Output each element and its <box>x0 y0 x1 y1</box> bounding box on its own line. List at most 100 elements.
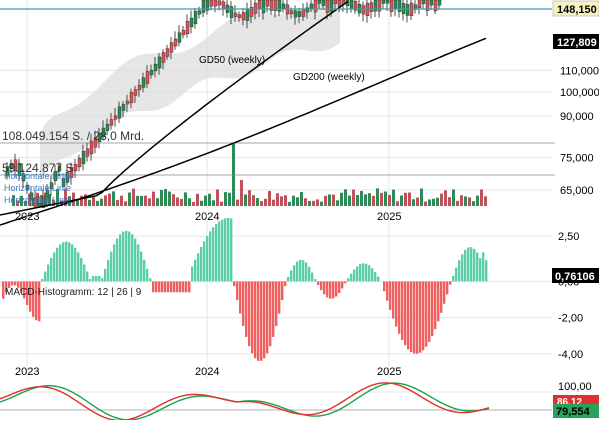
ma-price-badge-bg <box>553 34 599 49</box>
volume-bar <box>80 195 83 206</box>
volume-bar <box>296 197 299 206</box>
price-candle <box>321 0 326 6</box>
macd-histogram-bar <box>452 275 455 282</box>
price-candle <box>309 3 314 10</box>
volume-bar <box>144 195 147 206</box>
macd-histogram-bar <box>128 231 131 282</box>
macd-histogram-bar <box>50 257 53 282</box>
volume-bar <box>64 188 67 206</box>
macd-histogram-bar <box>392 281 395 319</box>
macd-histogram-bar <box>410 281 413 353</box>
price-candle <box>221 1 226 10</box>
macd-histogram-bar <box>242 281 245 326</box>
macd-histogram-bar <box>479 258 482 282</box>
macd-histogram-bar <box>269 281 272 347</box>
macd-histogram-bar <box>353 269 356 282</box>
macd-histogram-bar <box>212 227 215 282</box>
price-candle <box>257 0 262 10</box>
volume-bar <box>48 194 51 206</box>
volume-bar <box>312 200 315 206</box>
macd-histogram-bar <box>14 281 17 286</box>
macd-histogram-bar <box>449 281 452 285</box>
price-candle <box>145 71 150 84</box>
volume-bar <box>12 195 15 206</box>
volume-bar <box>468 197 471 206</box>
price-candle <box>53 171 58 181</box>
macd-histogram-bar <box>464 249 467 282</box>
macd-histogram-bar <box>254 281 257 359</box>
macd-histogram-bar <box>413 281 416 354</box>
macd-histogram-bar <box>227 218 230 282</box>
macd-histogram-bar <box>209 231 212 282</box>
macd-histogram-bar <box>245 281 248 337</box>
volume-bar <box>244 194 247 206</box>
volume-annotation-low: 59.124.877 S. <box>2 161 77 175</box>
macd-histogram-bar <box>344 281 347 284</box>
macd-histogram-bar <box>98 275 101 282</box>
macd-histogram-bar <box>323 281 326 295</box>
price-tick-label: 100,000 <box>560 87 599 99</box>
price-candle <box>49 182 54 189</box>
volume-bar <box>332 194 335 206</box>
price-candle <box>385 0 390 4</box>
macd-histogram-bar <box>68 242 71 282</box>
macd-histogram-bar <box>8 281 11 288</box>
volume-bar <box>88 199 91 206</box>
macd-year-label: 2025 <box>377 366 401 378</box>
macd-histogram-bar <box>350 273 353 282</box>
macd-histogram-bar <box>116 238 119 282</box>
price-candle <box>433 0 438 12</box>
volume-bar <box>188 198 191 206</box>
price-candle <box>333 0 338 4</box>
price-candle <box>301 8 306 17</box>
volume-bar <box>204 195 207 206</box>
price-candle <box>69 167 74 178</box>
volume-bar <box>412 199 415 206</box>
macd-histogram-bar <box>335 281 338 297</box>
volume-bar <box>56 188 59 206</box>
price-candle <box>325 0 330 13</box>
volume-bar <box>292 195 295 206</box>
macd-histogram-bar <box>59 244 62 282</box>
macd-histogram-bar <box>260 281 263 361</box>
price-candle <box>369 2 374 12</box>
volume-bar <box>152 191 155 206</box>
price-candle <box>89 140 94 155</box>
macd-histogram-bar <box>305 262 308 282</box>
volume-bar <box>400 195 403 206</box>
price-candle <box>5 166 10 177</box>
volume-bar <box>132 188 135 206</box>
horizontal-line-label: Horizontale Linie <box>4 195 71 205</box>
price-candle <box>381 0 386 4</box>
macd-histogram-bar <box>44 271 47 282</box>
macd-histogram-bar <box>20 281 23 293</box>
price-candle <box>297 11 302 17</box>
macd-histogram-bar <box>263 281 266 359</box>
volume-bar <box>484 196 487 206</box>
price-candle <box>173 38 178 47</box>
volume-bar <box>240 180 243 206</box>
price-candle <box>137 84 142 91</box>
price-candle <box>329 0 334 12</box>
volume-bar <box>192 201 195 206</box>
macd-histogram-bar <box>146 268 149 282</box>
macd-histogram-bar <box>422 281 425 351</box>
price-candle <box>249 6 254 17</box>
price-candle <box>45 189 50 201</box>
macd-histogram-bar <box>104 268 107 282</box>
macd-histogram-bar <box>347 278 350 282</box>
volume-bar <box>40 195 43 206</box>
macd-histogram-bar <box>332 281 335 299</box>
volume-bar <box>472 201 475 206</box>
volume-bar <box>336 200 339 206</box>
macd-histogram-bar <box>137 244 140 282</box>
macd-histogram-bar <box>221 219 224 282</box>
price-candle <box>273 0 278 11</box>
macd-histogram-bar <box>5 281 8 293</box>
macd-histogram-bar <box>317 281 320 286</box>
price-candle <box>229 6 234 18</box>
volume-bar <box>380 192 383 206</box>
macd-histogram-bar <box>428 281 431 342</box>
